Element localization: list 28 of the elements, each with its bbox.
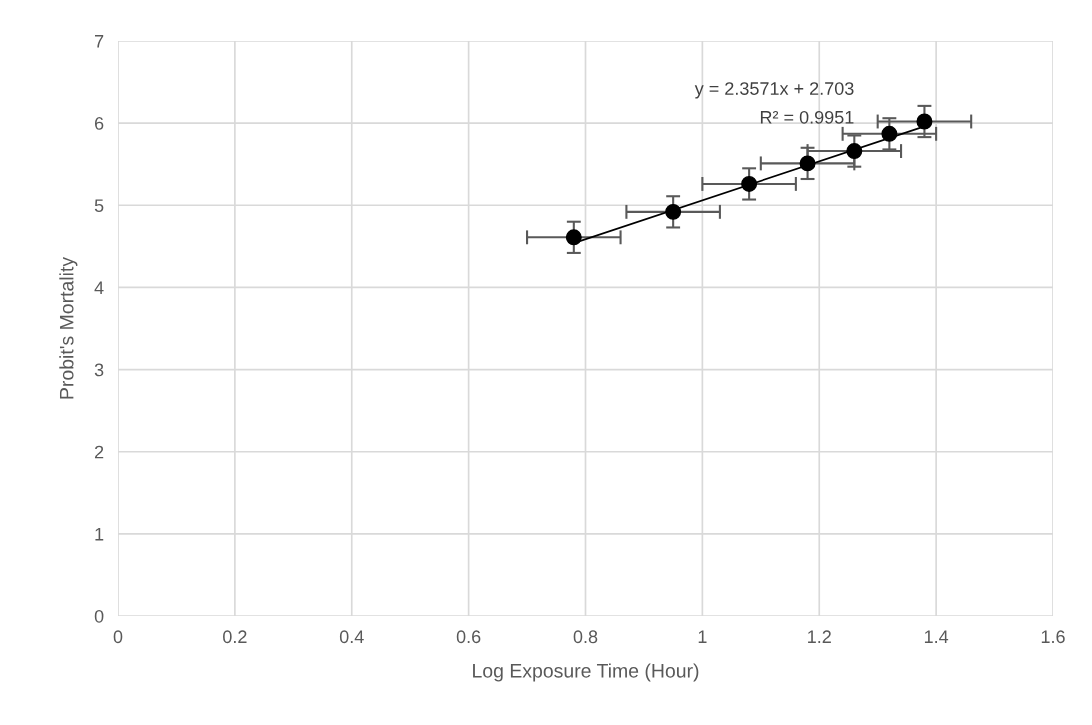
y-tick-label: 1 [95, 527, 104, 541]
x-tick-label: 0.8 [573, 630, 598, 644]
y-tick-label: 2 [94, 445, 104, 459]
x-tick-label: 1.6 [1041, 630, 1065, 644]
x-tick-label: 1.2 [808, 630, 831, 643]
x-tick-label: 0 [113, 630, 123, 644]
x-tick-label: 0.4 [339, 630, 364, 644]
y-axis-title: Probit's Mortality [59, 256, 78, 399]
x-tick-label: 1 [698, 630, 707, 643]
y-tick-label: 5 [94, 199, 104, 213]
point [881, 125, 898, 142]
annotation: y = 2.3571x + 2.703 [694, 82, 854, 99]
point [799, 155, 816, 172]
annotation: R² = 0.9951 [760, 110, 854, 124]
y-tick-label: 6 [94, 117, 104, 130]
y-tick-label: 7 [95, 35, 104, 48]
x-tick-label: 0.6 [456, 630, 481, 644]
y-tick-label: 0 [94, 609, 104, 623]
point [665, 203, 682, 220]
point [916, 113, 933, 130]
point [565, 229, 582, 246]
x-tick-label: 0.2 [223, 630, 247, 644]
point [741, 175, 758, 192]
x-tick-label: 1.4 [924, 630, 949, 643]
y-tick-label: 3 [94, 363, 104, 377]
point [846, 143, 863, 160]
x-axis-title: Log Exposure Time (Hour) [473, 663, 699, 682]
y-tick-label: 4 [94, 281, 104, 294]
